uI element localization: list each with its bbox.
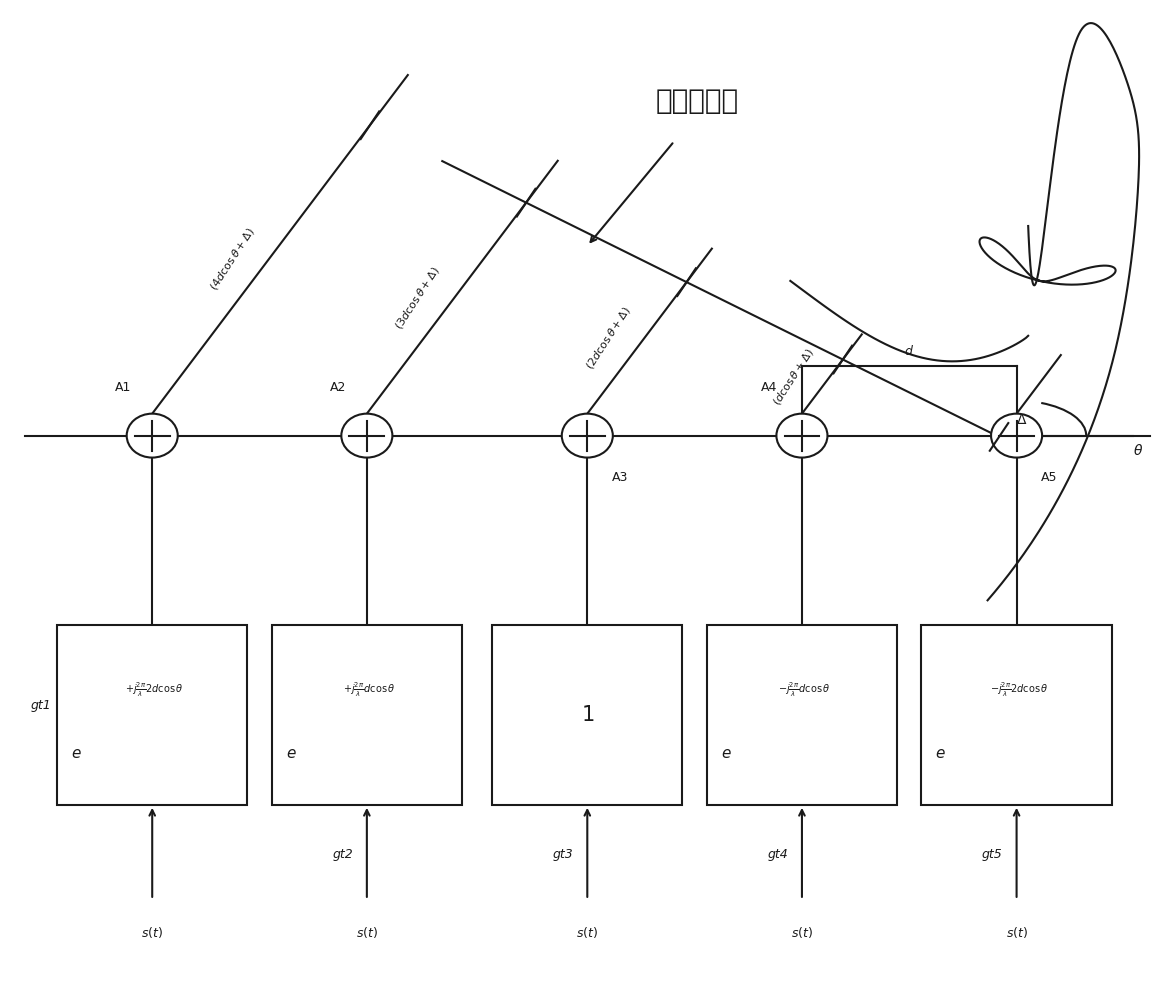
Text: $(d\cos\theta+\Delta)$: $(d\cos\theta+\Delta)$ [770,345,816,407]
Text: $e$: $e$ [721,746,732,761]
Text: $s(t)$: $s(t)$ [141,925,163,940]
Text: gt2: gt2 [333,849,352,862]
Text: 等相位波前: 等相位波前 [656,87,739,115]
Text: $1$: $1$ [580,705,594,725]
Text: A3: A3 [612,471,628,484]
Circle shape [991,413,1042,457]
Text: $d$: $d$ [905,343,914,357]
Text: $s(t)$: $s(t)$ [791,925,813,940]
Circle shape [777,413,827,457]
Bar [707,626,897,805]
Text: $-j\frac{2\pi}{\lambda}d\cos\theta$: $-j\frac{2\pi}{\lambda}d\cos\theta$ [778,681,830,700]
Text: $+j\frac{2\pi}{\lambda}d\cos\theta$: $+j\frac{2\pi}{\lambda}d\cos\theta$ [343,681,395,700]
Text: gt1: gt1 [30,699,51,712]
Text: $+j\frac{2\pi}{\lambda}2d\cos\theta$: $+j\frac{2\pi}{\lambda}2d\cos\theta$ [126,681,184,700]
Text: gt4: gt4 [768,849,789,862]
Text: $-j\frac{2\pi}{\lambda}2d\cos\theta$: $-j\frac{2\pi}{\lambda}2d\cos\theta$ [990,681,1048,700]
Bar [921,626,1112,805]
Text: gt3: gt3 [552,849,573,862]
Text: $e$: $e$ [71,746,81,761]
Circle shape [562,413,613,457]
Text: A4: A4 [762,381,778,394]
Bar [492,626,683,805]
Text: $s(t)$: $s(t)$ [356,925,378,940]
Text: $e$: $e$ [935,746,946,761]
Text: gt5: gt5 [982,849,1003,862]
Bar [57,626,248,805]
Text: A1: A1 [115,381,131,394]
Text: $\theta$: $\theta$ [1133,443,1143,458]
Text: A2: A2 [329,381,347,394]
Text: $s(t)$: $s(t)$ [576,925,598,940]
Text: $(4d\cos\theta+\Delta)$: $(4d\cos\theta+\Delta)$ [207,225,257,293]
Circle shape [127,413,178,457]
Text: $(2d\cos\theta+\Delta)$: $(2d\cos\theta+\Delta)$ [583,304,633,371]
Text: $e$: $e$ [286,746,297,761]
Bar [272,626,462,805]
Text: $\Delta$: $\Delta$ [1016,413,1027,427]
Circle shape [341,413,392,457]
Text: $s(t)$: $s(t)$ [1006,925,1028,940]
Text: $(3d\cos\theta+\Delta)$: $(3d\cos\theta+\Delta)$ [392,264,443,332]
Text: A5: A5 [1041,471,1057,484]
